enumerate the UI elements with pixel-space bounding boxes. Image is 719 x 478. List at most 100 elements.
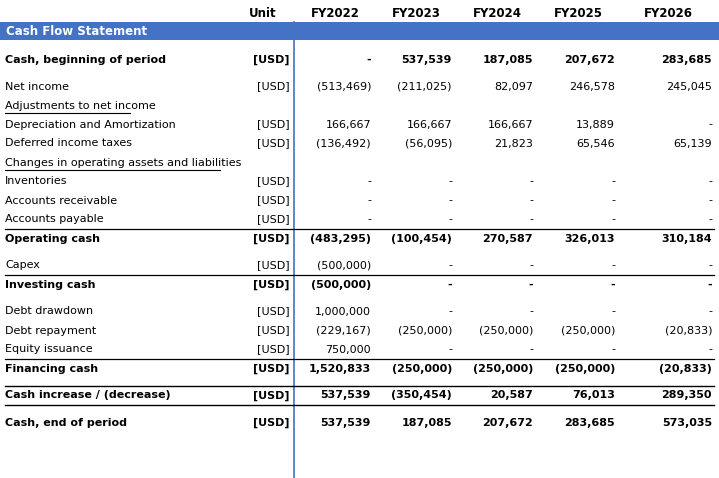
Text: [USD]: [USD] [257, 215, 290, 225]
Text: -: - [611, 345, 615, 355]
Text: -: - [529, 196, 533, 206]
Text: 310,184: 310,184 [661, 233, 712, 243]
Text: Depreciation and Amortization: Depreciation and Amortization [5, 120, 175, 130]
Text: (250,000): (250,000) [392, 363, 452, 373]
Text: 166,667: 166,667 [326, 120, 371, 130]
Text: 1,520,833: 1,520,833 [308, 363, 371, 373]
Text: 207,672: 207,672 [564, 54, 615, 65]
Text: Changes in operating assets and liabilities: Changes in operating assets and liabilit… [5, 157, 242, 167]
Text: -: - [611, 215, 615, 225]
Text: (20,833): (20,833) [659, 363, 712, 373]
Text: [USD]: [USD] [254, 279, 290, 290]
Text: -: - [448, 345, 452, 355]
Text: (350,454): (350,454) [391, 391, 452, 401]
Text: 187,085: 187,085 [401, 417, 452, 427]
Text: [USD]: [USD] [254, 54, 290, 65]
Text: (136,492): (136,492) [316, 139, 371, 149]
Text: [USD]: [USD] [254, 233, 290, 244]
Text: -: - [610, 280, 615, 290]
Text: Accounts receivable: Accounts receivable [5, 196, 117, 206]
Text: -: - [611, 306, 615, 316]
Text: -: - [529, 306, 533, 316]
Text: (250,000): (250,000) [472, 363, 533, 373]
Text: [USD]: [USD] [254, 417, 290, 428]
Text: [USD]: [USD] [257, 176, 290, 186]
Text: -: - [448, 196, 452, 206]
Text: (211,025): (211,025) [398, 82, 452, 91]
Text: -: - [708, 306, 712, 316]
Text: Inventories: Inventories [5, 176, 68, 186]
Text: (500,000): (500,000) [317, 261, 371, 271]
Text: 750,000: 750,000 [326, 345, 371, 355]
Text: -: - [708, 261, 712, 271]
Text: 1,000,000: 1,000,000 [315, 306, 371, 316]
Text: -: - [448, 306, 452, 316]
Text: 166,667: 166,667 [406, 120, 452, 130]
Text: -: - [528, 280, 533, 290]
Text: [USD]: [USD] [254, 391, 290, 401]
Text: (250,000): (250,000) [561, 326, 615, 336]
Text: -: - [708, 345, 712, 355]
Text: 573,035: 573,035 [662, 417, 712, 427]
Text: [USD]: [USD] [257, 120, 290, 130]
Text: -: - [611, 261, 615, 271]
Text: (250,000): (250,000) [554, 363, 615, 373]
Text: Accounts payable: Accounts payable [5, 215, 104, 225]
Text: -: - [367, 176, 371, 186]
Text: Debt drawdown: Debt drawdown [5, 306, 93, 316]
Text: -: - [529, 261, 533, 271]
Text: (229,167): (229,167) [316, 326, 371, 336]
Text: 289,350: 289,350 [661, 391, 712, 401]
Text: FY2022: FY2022 [311, 7, 360, 20]
Text: Cash, end of period: Cash, end of period [5, 417, 127, 427]
Text: 270,587: 270,587 [482, 233, 533, 243]
Text: [USD]: [USD] [257, 326, 290, 336]
Text: (20,833): (20,833) [664, 326, 712, 336]
Text: 245,045: 245,045 [666, 82, 712, 91]
Text: Operating cash: Operating cash [5, 233, 100, 243]
Text: -: - [708, 215, 712, 225]
Text: 82,097: 82,097 [494, 82, 533, 91]
Text: 21,823: 21,823 [494, 139, 533, 149]
Text: [USD]: [USD] [254, 363, 290, 374]
Text: (513,469): (513,469) [316, 82, 371, 91]
Text: FY2023: FY2023 [392, 7, 441, 20]
Text: Equity issuance: Equity issuance [5, 345, 93, 355]
Text: -: - [529, 215, 533, 225]
Text: -: - [708, 196, 712, 206]
Text: (483,295): (483,295) [310, 233, 371, 243]
Text: [USD]: [USD] [257, 306, 290, 316]
Text: 65,139: 65,139 [674, 139, 712, 149]
Text: (250,000): (250,000) [398, 326, 452, 336]
Text: -: - [448, 176, 452, 186]
Text: 326,013: 326,013 [564, 233, 615, 243]
Text: Cash, beginning of period: Cash, beginning of period [5, 54, 166, 65]
Text: 13,889: 13,889 [576, 120, 615, 130]
Text: 207,672: 207,672 [482, 417, 533, 427]
Text: Net income: Net income [5, 82, 69, 91]
Text: Financing cash: Financing cash [5, 363, 98, 373]
Text: (100,454): (100,454) [391, 233, 452, 243]
Text: -: - [367, 215, 371, 225]
Text: FY2024: FY2024 [472, 7, 521, 20]
Text: 76,013: 76,013 [572, 391, 615, 401]
Text: (500,000): (500,000) [311, 280, 371, 290]
Text: Capex: Capex [5, 261, 40, 271]
Bar [0, 22, 719, 40]
Text: Unit: Unit [249, 7, 276, 20]
Text: 166,667: 166,667 [487, 120, 533, 130]
Text: 65,546: 65,546 [577, 139, 615, 149]
Text: [USD]: [USD] [257, 196, 290, 206]
Text: -: - [707, 280, 712, 290]
Text: -: - [611, 176, 615, 186]
Text: [USD]: [USD] [257, 82, 290, 91]
Text: 283,685: 283,685 [661, 54, 712, 65]
Text: [USD]: [USD] [257, 261, 290, 271]
Text: -: - [448, 215, 452, 225]
Text: Adjustments to net income: Adjustments to net income [5, 100, 156, 110]
Text: 537,539: 537,539 [402, 54, 452, 65]
Text: FY2025: FY2025 [554, 7, 603, 20]
Text: (250,000): (250,000) [479, 326, 533, 336]
Text: -: - [611, 196, 615, 206]
Text: Investing cash: Investing cash [5, 280, 96, 290]
